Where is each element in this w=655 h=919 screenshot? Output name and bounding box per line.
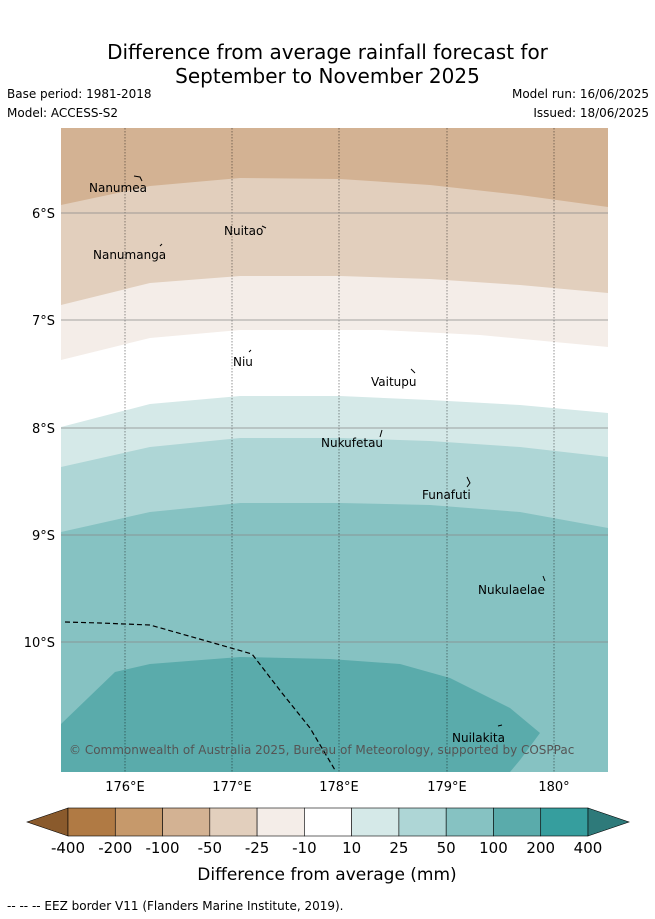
eez-border: [64, 621, 336, 771]
colorbar-cell: [540, 807, 589, 837]
island-label-vaitupu: Vaitupu: [371, 375, 417, 389]
lat-label-7s: 7°S: [32, 314, 55, 329]
base-period: Base period: 1981-2018: [7, 87, 152, 101]
island-label-nuilakita: Nuilakita: [452, 731, 505, 745]
map-title: Difference from average rainfall forecas…: [0, 40, 655, 88]
latitude-labels: 6°S 7°S 8°S 9°S 10°S: [24, 207, 55, 651]
colorbar-cell: [256, 807, 305, 837]
colorbar-tick-label: 50: [437, 839, 456, 857]
colorbar-tick-label: 25: [389, 839, 408, 857]
colorbar-tick-labels: -400 -200 -100 -50 -25 -10 10 25 50 100 200 400: [51, 839, 602, 857]
rainfall-map: [61, 128, 608, 772]
colorbar-cell: [304, 807, 352, 837]
lat-label-9s: 9°S: [32, 529, 55, 544]
colorbar-tick-label: 100: [479, 839, 508, 857]
island-label-nanumanga: Nanumanga: [93, 248, 166, 262]
island-label-nanumea: Nanumea: [89, 181, 147, 195]
colorbar-cell: [162, 807, 211, 837]
title-line-1: Difference from average rainfall forecas…: [107, 40, 548, 64]
lon-label-180: 180°: [538, 780, 569, 795]
colorbar-cell: [445, 807, 494, 837]
colorbar-tick-label: -200: [98, 839, 132, 857]
copyright-notice: © Commonwealth of Australia 2025, Bureau…: [69, 743, 574, 757]
colorbar-cell: [209, 807, 258, 837]
colorbar-tick-label: 200: [526, 839, 555, 857]
colorbar-tick-label: 400: [574, 839, 603, 857]
colorbar-cell: [114, 807, 163, 837]
colorbar-tick-label: -100: [146, 839, 180, 857]
colorbar-tick-label: -10: [292, 839, 317, 857]
lat-label-6s: 6°S: [32, 207, 55, 222]
title-line-2: September to November 2025: [175, 64, 480, 88]
island-marks: [133, 175, 546, 727]
model-name: Model: ACCESS-S2: [7, 106, 119, 120]
island-label-nuitao: Nuitao: [224, 224, 263, 238]
meridian-lines: [124, 128, 555, 772]
longitude-labels: 176°E 177°E 178°E 179°E 180°: [105, 780, 569, 795]
island-label-niu: Niu: [233, 355, 253, 369]
colorbar-cell: [398, 807, 447, 837]
colorbar-tick-label: -25: [245, 839, 270, 857]
colorbar-cells: [67, 807, 589, 837]
island-labels: Nanumea Nuitao Nanumanga Niu Vaitupu Nuk…: [89, 181, 545, 745]
lon-label-176e: 176°E: [105, 780, 145, 795]
island-label-nukufetau: Nukufetau: [321, 436, 383, 450]
lon-label-179e: 179°E: [427, 780, 467, 795]
eez-footnote: -- -- -- EEZ border V11 (Flanders Marine…: [7, 899, 344, 913]
band-plus-100: [61, 657, 540, 772]
colorbar-tick-label: 10: [342, 839, 361, 857]
lat-label-8s: 8°S: [32, 422, 55, 437]
colorbar-cell: [351, 807, 400, 837]
lat-label-10s: 10°S: [24, 636, 55, 651]
colorbar-tick-label: -400: [51, 839, 85, 857]
lon-label-178e: 178°E: [319, 780, 359, 795]
colorbar-extend-right: [587, 807, 630, 837]
colorbar-cell: [67, 807, 116, 837]
colorbar: -400 -200 -100 -50 -25 -10 10 25 50 100 200 400 Dif…: [26, 807, 630, 885]
island-label-funafuti: Funafuti: [422, 488, 471, 502]
issued-date: Issued: 18/06/2025: [533, 106, 649, 120]
parallel-lines: [61, 212, 608, 643]
colorbar-title: Difference from average (mm): [197, 865, 456, 885]
colorbar-cell: [493, 807, 542, 837]
island-label-nukulaelae: Nukulaelae: [478, 583, 545, 597]
colorbar-extend-left: [26, 807, 69, 837]
colorbar-tick-label: -50: [198, 839, 223, 857]
lon-label-177e: 177°E: [212, 780, 252, 795]
model-run: Model run: 16/06/2025: [511, 87, 649, 101]
